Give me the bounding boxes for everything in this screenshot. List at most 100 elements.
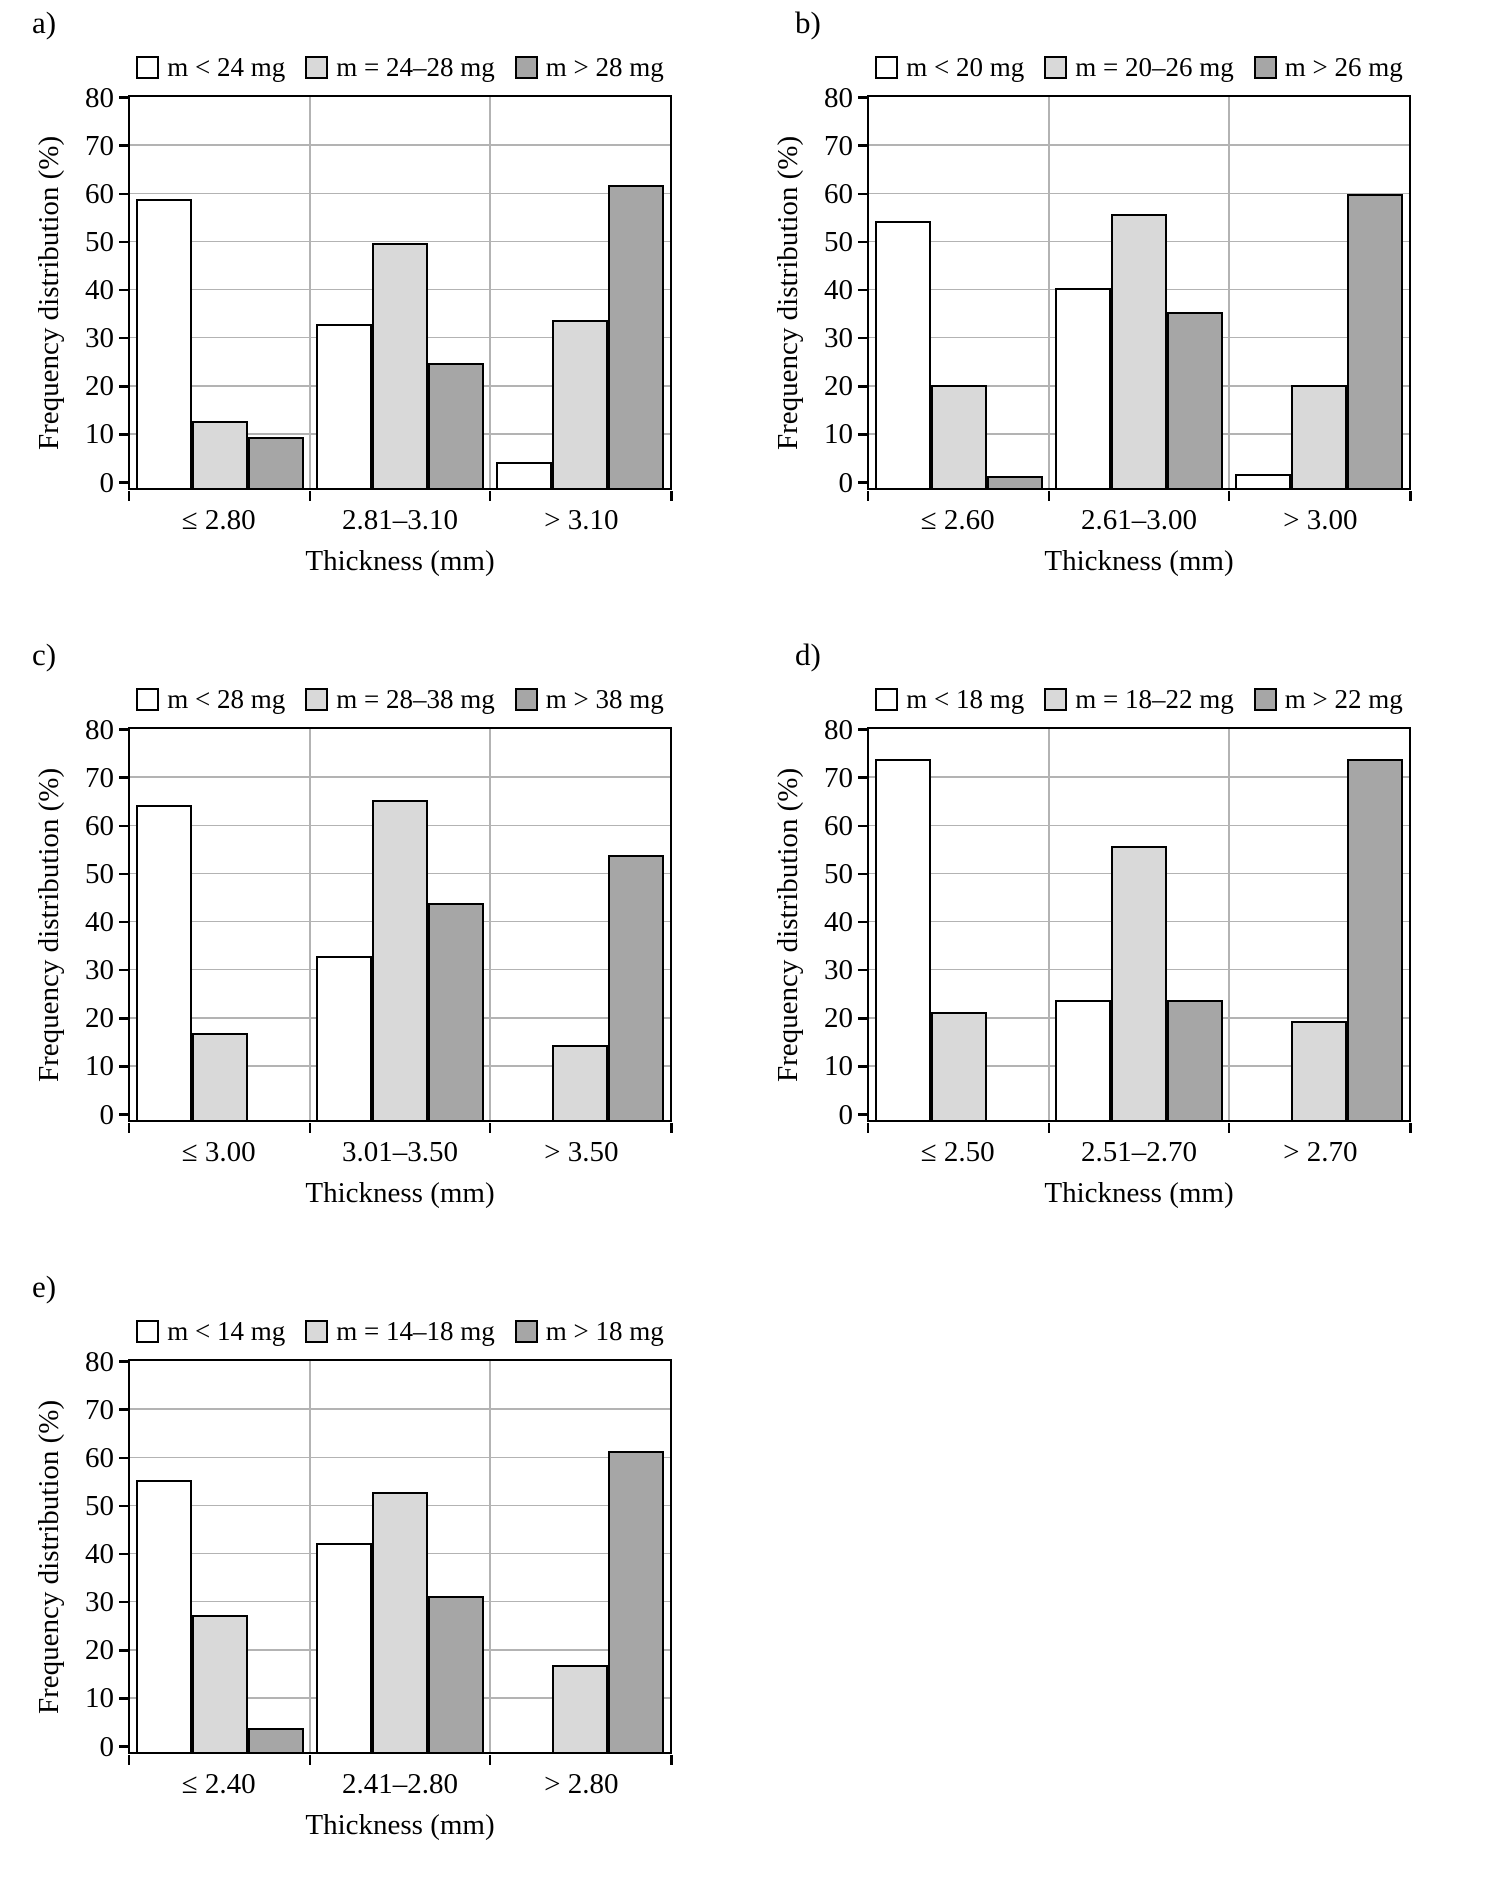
h-gridline: [869, 192, 1409, 194]
bar-series1: [495, 461, 552, 488]
x-axis-title: Thickness (mm): [305, 1177, 495, 1209]
h-gridline: [130, 776, 670, 778]
y-tick-mark: [119, 336, 128, 340]
bar-group: [1049, 213, 1229, 488]
h-gridline: [869, 144, 1409, 146]
y-tick-label: 60: [85, 809, 114, 842]
h-gridline: [130, 144, 670, 146]
x-axis-title: Thickness (mm): [1044, 1177, 1234, 1209]
chart-legend: m < 14 mg m = 14–18 mg m > 18 mg: [128, 1316, 672, 1347]
bar-series2: [371, 799, 428, 1120]
x-tick-mark: [127, 1123, 130, 1133]
y-tick-label: 30: [824, 322, 853, 355]
x-axis-title: Thickness (mm): [305, 545, 495, 577]
y-tick-label: 20: [824, 1002, 853, 1035]
x-tick-mark: [308, 1123, 312, 1133]
x-category-labels: ≤ 2.60 2.61–3.00 > 3.00: [867, 504, 1411, 536]
y-tick-mark: [858, 1113, 867, 1116]
y-tick-mark: [119, 1649, 128, 1652]
bar-group: [490, 184, 670, 488]
bar-series3: [607, 184, 664, 488]
legend-item: m > 38 mg: [514, 684, 664, 715]
y-tick-label: 70: [85, 1393, 114, 1426]
legend-label: m < 18 mg: [906, 684, 1025, 714]
v-gridline: [1048, 97, 1050, 488]
y-tick-label: 0: [99, 1098, 115, 1131]
y-tick-label: 20: [85, 370, 114, 403]
bar-series3: [1346, 194, 1403, 488]
y-tick-mark: [858, 824, 867, 827]
x-tick-mark: [1047, 491, 1051, 501]
x-tick-mark: [488, 1755, 492, 1765]
x-tick-mark: [1047, 1123, 1051, 1133]
bar-series2: [371, 1492, 428, 1752]
y-tick-label: 40: [85, 906, 114, 938]
x-tick-mark: [1409, 1123, 1412, 1133]
y-tick-label: 70: [85, 129, 114, 162]
x-category-label: ≤ 2.60: [920, 504, 995, 536]
y-tick-mark: [119, 728, 128, 731]
bar-series3: [1346, 759, 1403, 1120]
bar-series3: [427, 1595, 484, 1752]
bar-series1: [135, 1480, 192, 1752]
y-axis-ticks: 0 10 20 30 40 50 60 70 80: [809, 715, 867, 1130]
y-tick-label: 30: [85, 1586, 114, 1619]
bar-series2: [1110, 845, 1167, 1120]
y-tick-label: 80: [824, 81, 853, 114]
legend-swatch-icon: [1044, 688, 1068, 711]
bar-series2: [371, 242, 428, 488]
y-tick-mark: [858, 1065, 867, 1068]
y-tick-label: 80: [85, 1345, 114, 1378]
x-category-label: > 3.00: [1283, 504, 1358, 536]
chart-legend: m < 28 mg m = 28–38 mg m > 38 mg: [128, 684, 672, 715]
bar-group: [1049, 845, 1229, 1120]
chart-panel: a) m < 24 mg m = 24–28 mg m > 28 mg Freque…: [28, 2, 752, 578]
bar-group: [1229, 194, 1409, 488]
bar-series1: [1054, 288, 1111, 488]
y-tick-label: 60: [85, 1441, 114, 1474]
h-gridline: [130, 192, 670, 194]
bar-series1: [1054, 999, 1111, 1120]
y-tick-mark: [858, 385, 867, 388]
legend-swatch-icon: [1253, 688, 1277, 711]
y-tick-mark: [858, 96, 867, 99]
y-tick-label: 30: [85, 954, 114, 987]
x-category-label: 2.61–3.00: [1080, 504, 1197, 536]
y-axis-ticks: 0 10 20 30 40 50 60 70 80: [70, 715, 128, 1130]
x-axis-title: Thickness (mm): [305, 1809, 495, 1841]
y-tick-mark: [119, 1456, 128, 1459]
v-gridline: [489, 1361, 491, 1752]
bar-group: [310, 799, 490, 1120]
x-category-label: ≤ 3.00: [181, 1136, 256, 1168]
x-category-label: ≤ 2.50: [920, 1136, 995, 1168]
x-category-labels: ≤ 2.80 2.81–3.10 > 3.10: [128, 504, 672, 536]
legend-swatch-icon: [514, 688, 538, 711]
y-tick-mark: [119, 1065, 128, 1068]
y-tick-label: 50: [824, 225, 853, 258]
chart-area: Frequency distribution (%) 0 10 20 30 40 50 60…: [28, 83, 752, 501]
bar-series2: [551, 319, 608, 488]
bar-series3: [247, 1727, 304, 1752]
y-tick-mark: [119, 872, 128, 876]
x-category-labels: ≤ 2.50 2.51–2.70 > 2.70: [867, 1136, 1411, 1168]
bar-series1: [135, 199, 192, 488]
y-tick-mark: [119, 288, 128, 292]
y-axis-title: Frequency distribution (%): [33, 1399, 65, 1714]
y-tick-mark: [858, 144, 867, 147]
y-tick-label: 50: [824, 857, 853, 890]
bar-series1: [315, 324, 372, 488]
plot-area: [127, 727, 673, 1133]
y-tick-mark: [119, 1360, 128, 1363]
y-tick-label: 80: [824, 713, 853, 746]
panel-letter: b): [795, 5, 821, 40]
y-tick-mark: [858, 481, 867, 484]
x-tick-mark: [670, 491, 673, 501]
bar-series2: [191, 1033, 248, 1120]
legend-item: m < 14 mg: [136, 1316, 285, 1347]
y-tick-label: 0: [838, 466, 854, 499]
bar-series1: [315, 956, 372, 1120]
legend-swatch-icon: [1253, 56, 1277, 79]
bar-series2: [1290, 384, 1347, 488]
chart-panel: c) m < 28 mg m = 28–38 mg m > 38 mg Freque…: [28, 634, 752, 1210]
